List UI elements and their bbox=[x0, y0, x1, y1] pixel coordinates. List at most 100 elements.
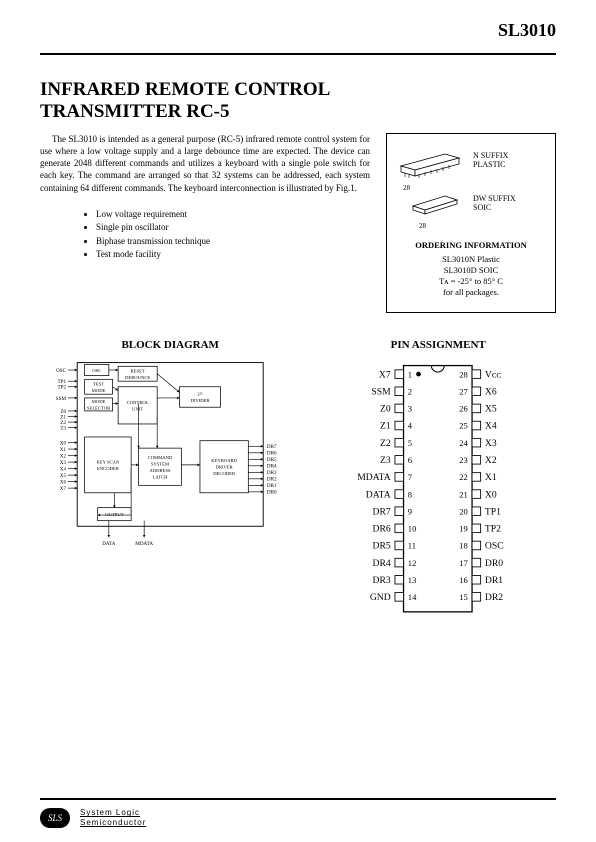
feature-item: Low voltage requirement bbox=[96, 208, 370, 222]
svg-text:OUTPUT: OUTPUT bbox=[105, 513, 123, 518]
svg-text:DR0: DR0 bbox=[485, 558, 503, 569]
svg-text:X1: X1 bbox=[60, 447, 67, 453]
svg-text:ENCODER: ENCODER bbox=[97, 467, 120, 472]
svg-text:23: 23 bbox=[460, 455, 469, 465]
svg-text:Z3: Z3 bbox=[380, 455, 391, 466]
footer: SLS System Logic Semiconductor bbox=[0, 798, 596, 838]
svg-text:MDATA: MDATA bbox=[135, 541, 153, 547]
svg-text:DR1: DR1 bbox=[267, 483, 277, 489]
svg-text:DR7: DR7 bbox=[373, 507, 391, 518]
svg-text:X3: X3 bbox=[485, 438, 497, 449]
svg-text:DATA: DATA bbox=[102, 541, 116, 547]
svg-text:14: 14 bbox=[408, 592, 417, 602]
sls-badge: SLS bbox=[40, 808, 70, 828]
svg-text:X5: X5 bbox=[60, 473, 67, 479]
svg-text:DR2: DR2 bbox=[267, 477, 277, 483]
intro-section: The SL3010 is intended as a general purp… bbox=[0, 133, 596, 313]
svg-text:DR6: DR6 bbox=[373, 524, 391, 535]
svg-text:2¹³: 2¹³ bbox=[197, 392, 203, 398]
footer-rule bbox=[40, 798, 556, 800]
svg-text:DIVIDER: DIVIDER bbox=[190, 399, 210, 404]
svg-text:KEY SCAN: KEY SCAN bbox=[96, 461, 119, 466]
svg-text:DR4: DR4 bbox=[373, 558, 391, 569]
feature-item: Biphase transmission technique bbox=[96, 235, 370, 249]
svg-text:X7: X7 bbox=[379, 370, 391, 381]
svg-text:15: 15 bbox=[460, 592, 469, 602]
svg-text:21: 21 bbox=[460, 489, 469, 499]
svg-text:X6: X6 bbox=[485, 387, 497, 398]
svg-text:13: 13 bbox=[408, 575, 417, 585]
svg-text:20: 20 bbox=[460, 507, 469, 517]
svg-text:MODE: MODE bbox=[92, 400, 106, 405]
package-row-soic: DW SUFFIXSOIC bbox=[395, 192, 547, 216]
svg-text:Z2: Z2 bbox=[380, 438, 391, 449]
svg-text:X3: X3 bbox=[60, 460, 67, 466]
svg-text:ADDRESS: ADDRESS bbox=[149, 469, 171, 474]
svg-text:DR5: DR5 bbox=[373, 541, 391, 552]
block-diagram-col: BLOCK DIAGRAM OSCTP1TP2SSMZ0Z1Z2Z3X0X1X2… bbox=[40, 339, 300, 619]
svg-text:3: 3 bbox=[408, 404, 412, 414]
svg-text:DR1: DR1 bbox=[485, 575, 503, 586]
svg-text:DRIVER: DRIVER bbox=[216, 466, 234, 471]
svg-text:TP2: TP2 bbox=[58, 385, 67, 391]
svg-text:DR3: DR3 bbox=[267, 470, 277, 476]
block-diagram-title: BLOCK DIAGRAM bbox=[40, 339, 300, 351]
intro-paragraph: The SL3010 is intended as a general purp… bbox=[40, 133, 370, 194]
svg-text:DATA: DATA bbox=[366, 489, 391, 500]
svg-text:GND: GND bbox=[370, 592, 391, 603]
svg-text:17: 17 bbox=[460, 558, 469, 568]
feature-list: Low voltage requirementSingle pin oscill… bbox=[40, 194, 370, 262]
svg-text:6: 6 bbox=[408, 455, 413, 465]
svg-text:SYSTEM: SYSTEM bbox=[151, 463, 169, 468]
dip-icon bbox=[395, 144, 465, 178]
svg-text:TEST: TEST bbox=[93, 383, 104, 388]
svg-text:KEYBOARD: KEYBOARD bbox=[211, 459, 237, 464]
package-box: N SUFFIXPLASTIC 28 DW SUFFIXSOIC 28 ORDE… bbox=[386, 133, 556, 313]
svg-text:27: 27 bbox=[460, 387, 469, 397]
svg-text:8: 8 bbox=[408, 489, 412, 499]
svg-text:DR7: DR7 bbox=[267, 444, 277, 450]
footer-text: System Logic Semiconductor bbox=[80, 808, 146, 827]
svg-text:28: 28 bbox=[460, 370, 469, 380]
svg-text:SSM: SSM bbox=[56, 396, 67, 402]
diagrams-row: BLOCK DIAGRAM OSCTP1TP2SSMZ0Z1Z2Z3X0X1X2… bbox=[0, 313, 596, 619]
svg-text:Z1: Z1 bbox=[380, 421, 391, 432]
svg-text:25: 25 bbox=[460, 421, 469, 431]
footer-line2: Semiconductor bbox=[80, 818, 146, 828]
svg-text:16: 16 bbox=[460, 575, 469, 585]
soic-pin-count: 28 bbox=[395, 222, 547, 230]
svg-text:CONTROL: CONTROL bbox=[127, 401, 149, 406]
svg-text:DR3: DR3 bbox=[373, 575, 391, 586]
title-line1: INFRARED REMOTE CONTROL bbox=[40, 79, 556, 101]
soic-label: DW SUFFIXSOIC bbox=[473, 195, 516, 213]
soic-icon bbox=[395, 192, 465, 216]
svg-text:X7: X7 bbox=[60, 486, 67, 492]
svg-text:DR5: DR5 bbox=[267, 457, 277, 463]
pin-assignment-title: PIN ASSIGNMENT bbox=[320, 339, 556, 351]
svg-text:22: 22 bbox=[460, 472, 469, 482]
svg-text:DR4: DR4 bbox=[267, 464, 277, 470]
svg-text:26: 26 bbox=[460, 404, 469, 414]
svg-text:MODE: MODE bbox=[92, 389, 106, 394]
svg-text:DR0: DR0 bbox=[267, 490, 277, 496]
svg-text:Vᴄᴄ: Vᴄᴄ bbox=[485, 370, 502, 381]
svg-text:2: 2 bbox=[408, 387, 412, 397]
svg-text:UNIT: UNIT bbox=[132, 408, 143, 413]
header-bar: SL3010 bbox=[0, 0, 596, 47]
svg-text:DEBOUNCE: DEBOUNCE bbox=[125, 376, 150, 381]
package-row-dip: N SUFFIXPLASTIC bbox=[395, 144, 547, 178]
feature-item: Single pin oscillator bbox=[96, 221, 370, 235]
svg-text:10: 10 bbox=[408, 524, 417, 534]
svg-text:24: 24 bbox=[460, 438, 469, 448]
svg-text:X2: X2 bbox=[60, 454, 67, 460]
svg-text:18: 18 bbox=[460, 541, 469, 551]
svg-text:X2: X2 bbox=[485, 455, 497, 466]
block-diagram-svg: OSCTP1TP2SSMZ0Z1Z2Z3X0X1X2X3X4X5X6X7OSCT… bbox=[40, 357, 300, 552]
title-line2: TRANSMITTER RC-5 bbox=[40, 101, 556, 123]
svg-text:COMMAND: COMMAND bbox=[148, 456, 173, 461]
svg-text:MDATA: MDATA bbox=[358, 472, 392, 483]
svg-text:X0: X0 bbox=[485, 489, 497, 500]
svg-text:X5: X5 bbox=[485, 404, 497, 415]
svg-text:LATCH: LATCH bbox=[153, 476, 169, 481]
footer-line1: System Logic bbox=[80, 808, 146, 818]
